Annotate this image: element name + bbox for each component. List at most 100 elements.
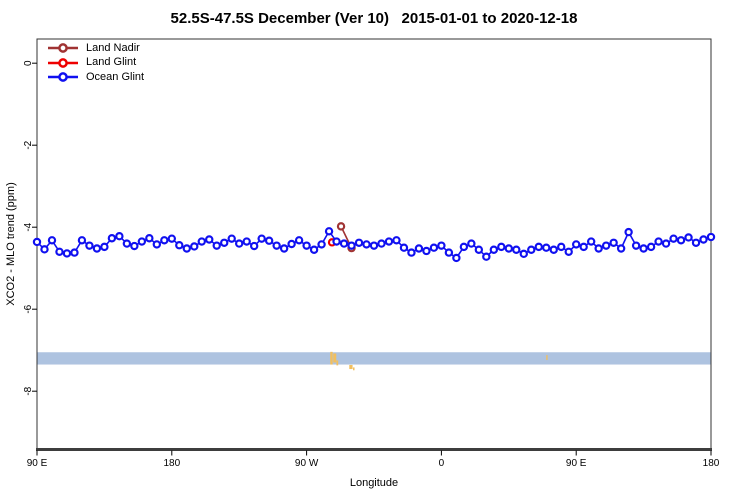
ocean-glint-point (227, 234, 236, 243)
land-mark (353, 367, 355, 371)
land-mark (349, 364, 353, 370)
ocean-glint-point (601, 241, 611, 250)
ocean-glint-point (242, 237, 251, 246)
legend-label: Land Nadir (86, 41, 140, 54)
ocean-glint-point (646, 242, 656, 252)
land-glint-symbol-icon (48, 57, 78, 68)
ocean-glint-point (557, 242, 566, 252)
ocean-glint-point (264, 236, 274, 245)
ocean-glint-point (624, 227, 633, 237)
ocean-glint-point (309, 245, 319, 254)
ocean-glint-point (639, 244, 648, 253)
ocean-glint-point (519, 249, 528, 259)
chart-title: 52.5S-47.5S December (Ver 10) 2015-01-01… (170, 10, 578, 27)
ocean-glint-point (362, 240, 371, 249)
ocean-glint-point (699, 235, 708, 244)
ocean-glint-point (212, 241, 221, 250)
ocean-glint-point (92, 244, 102, 253)
legend-item-land-glint: Land Glint (47, 56, 144, 71)
ocean-glint-point (130, 241, 139, 251)
ocean-glint-point (706, 232, 716, 242)
ocean-glint-point (249, 241, 259, 251)
ocean-glint-point (676, 236, 686, 245)
ocean-glint-point (542, 243, 551, 252)
ocean-glint-point (497, 242, 506, 252)
x-tick-label: 90 W (295, 458, 319, 469)
ocean-glint-point (631, 241, 641, 250)
land-nadir-symbol-icon (48, 43, 78, 54)
y-tick-label: 0 (23, 60, 34, 66)
legend-item-ocean-glint: Ocean Glint (47, 70, 144, 85)
ocean-glint-point (429, 243, 439, 252)
ocean-glint-symbol-icon (48, 72, 78, 83)
land-mark (336, 360, 339, 366)
ocean-glint-point (669, 234, 678, 243)
ocean-glint-point (107, 234, 117, 243)
legend-item-land-nadir: Land Nadir (47, 41, 144, 56)
ocean-glint-point (55, 247, 64, 256)
ocean-glint-point (175, 241, 184, 250)
x-tick-label: 90 E (27, 458, 48, 469)
ocean-glint-point (369, 241, 379, 250)
ocean-glint-point (482, 252, 491, 261)
ocean-glint-point (527, 245, 536, 254)
ocean-glint-point (317, 240, 326, 249)
ocean-glint-point (459, 242, 469, 252)
ocean-glint-point (302, 241, 311, 250)
ocean-glint-point (115, 232, 124, 241)
ocean-glint-point (62, 249, 72, 258)
ocean-glint-point (512, 245, 521, 254)
ocean-glint-point (182, 244, 191, 253)
ocean-glint-point (452, 253, 461, 263)
ocean-glint-point (407, 248, 416, 257)
ocean-glint-point (287, 239, 296, 249)
ocean-glint-point (220, 238, 229, 247)
y-tick-label: -4 (23, 222, 34, 231)
ocean-glint-point (47, 236, 57, 245)
ocean-glint-point (332, 237, 341, 246)
ocean-glint-point (339, 239, 349, 248)
ocean-glint-point (564, 247, 573, 256)
x-tick-label: 90 E (566, 458, 587, 469)
ocean-glint-point (40, 245, 49, 254)
ocean-glint-point (684, 233, 693, 242)
ocean-glint-point (77, 236, 87, 245)
y-tick-label: -2 (23, 140, 34, 149)
ocean-glint-point (414, 244, 424, 253)
ocean-glint-point (609, 238, 618, 247)
ocean-glint-point (504, 244, 513, 253)
ocean-glint-point (85, 241, 94, 250)
ocean-glint-point (654, 237, 663, 246)
ocean-glint-point (324, 227, 334, 236)
y-tick-label: -8 (23, 386, 34, 395)
ocean-glint-point (392, 236, 401, 245)
land-nadir-point (336, 222, 346, 231)
ocean-glint-point (534, 242, 543, 252)
ocean-glint-point (205, 235, 214, 244)
ocean-glint-point (467, 239, 476, 248)
ocean-glint-point (661, 239, 671, 248)
legend-label: Ocean Glint (86, 70, 145, 83)
x-tick-label: 180 (163, 458, 180, 469)
ocean-glint-point (586, 237, 596, 246)
x-tick-label: 0 (439, 458, 445, 469)
ocean-glint-point (422, 246, 431, 256)
ocean-glint-point (377, 239, 386, 248)
ocean-glint-point (347, 241, 356, 250)
ocean-glint-point (444, 248, 454, 257)
ocean-glint-point (437, 241, 446, 250)
ocean-glint-point (190, 242, 199, 251)
legend: Land Nadir Land Glint Ocean Glint (47, 41, 144, 85)
ocean-glint-point (145, 234, 154, 243)
ocean-glint-point (594, 244, 603, 253)
land-mark (546, 355, 548, 361)
ocean-glint-point (122, 239, 132, 248)
land-mark (330, 351, 333, 365)
x-axis-label: Longitude (349, 477, 399, 489)
ocean-glint-point (549, 245, 558, 254)
ocean-glint-point (616, 244, 626, 253)
ocean-glint-point (234, 239, 244, 248)
ocean-glint-point (474, 245, 484, 254)
